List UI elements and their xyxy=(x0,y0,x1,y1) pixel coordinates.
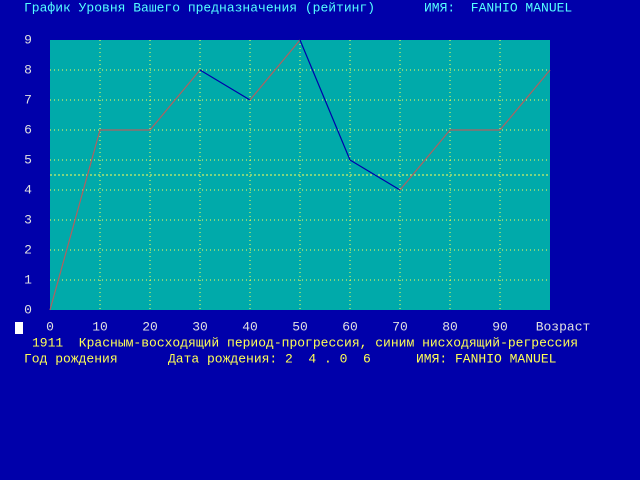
y-tick-label: 9 xyxy=(24,32,32,47)
x-tick-label: 0 xyxy=(46,319,54,334)
footer-text: ИМЯ: FANHIO MANUEL xyxy=(416,351,556,366)
line-segment xyxy=(299,39,351,161)
x-tick-label: 80 xyxy=(442,319,458,334)
chart-title: График Уровня Вашего предназначения (рей… xyxy=(24,0,375,15)
name-label: ИМЯ: FANHIO MANUEL xyxy=(424,0,572,15)
x-tick-label: 40 xyxy=(242,319,258,334)
y-tick-label: 7 xyxy=(24,92,32,107)
y-tick-label: 8 xyxy=(24,62,32,77)
line-segment xyxy=(199,69,251,101)
line-segment xyxy=(499,69,551,131)
line-segment xyxy=(349,159,401,191)
x-tick-label: 70 xyxy=(392,319,408,334)
footer-text: Год рождения xyxy=(24,351,118,366)
line-segment xyxy=(399,129,451,191)
line-segment xyxy=(49,129,101,311)
y-tick-label: 1 xyxy=(24,272,32,287)
y-tick-label: 5 xyxy=(24,152,32,167)
y-tick-label: 6 xyxy=(24,122,32,137)
x-tick-label: 10 xyxy=(92,319,108,334)
legend-text: 1911 Красным-восходящий период-прогресси… xyxy=(32,335,578,350)
line-segment xyxy=(249,39,301,101)
footer-text: Дата рождения: 2 4 . 0 6 xyxy=(168,351,371,366)
x-axis-label: Возраст xyxy=(536,319,591,334)
x-tick-label: 20 xyxy=(142,319,158,334)
x-tick-label: 30 xyxy=(192,319,208,334)
y-tick-label: 2 xyxy=(24,242,32,257)
y-tick-label: 3 xyxy=(24,212,32,227)
cursor xyxy=(15,322,23,334)
x-tick-label: 90 xyxy=(492,319,508,334)
x-tick-label: 60 xyxy=(342,319,358,334)
y-tick-label: 0 xyxy=(24,302,32,317)
x-tick-label: 50 xyxy=(292,319,308,334)
line-segment xyxy=(149,69,201,131)
y-tick-label: 4 xyxy=(24,182,32,197)
